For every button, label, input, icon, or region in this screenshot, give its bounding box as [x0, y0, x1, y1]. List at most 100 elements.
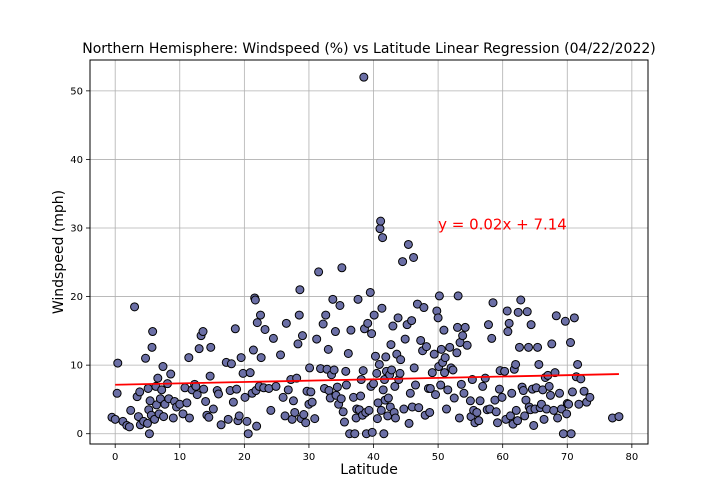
data-point [518, 386, 528, 396]
y-axis-ticks: 0 10 20 30 40 50 [70, 86, 90, 440]
data-point [343, 348, 353, 358]
data-point [336, 394, 346, 404]
data-point [335, 300, 345, 310]
data-point [462, 340, 472, 350]
y-tick-label: 10 [70, 361, 83, 372]
data-point [166, 369, 176, 379]
data-point [126, 405, 136, 415]
data-point [184, 353, 194, 363]
data-point [130, 302, 140, 312]
data-point [547, 339, 557, 349]
data-point [494, 384, 504, 394]
data-point [353, 294, 363, 304]
data-point [390, 381, 400, 391]
data-point [184, 413, 194, 423]
x-tick-label: 50 [432, 452, 445, 463]
data-point [497, 392, 507, 402]
data-point [324, 386, 334, 396]
data-point [372, 414, 382, 424]
data-point [341, 380, 351, 390]
y-tick-label: 20 [70, 292, 83, 303]
data-point [236, 353, 246, 363]
data-point [526, 320, 536, 330]
data-point [425, 407, 435, 417]
x-axis-title: Latitude [340, 462, 398, 478]
data-point [182, 398, 192, 408]
data-point [421, 342, 431, 352]
data-point [398, 257, 408, 267]
data-point [208, 404, 218, 414]
data-point [234, 411, 244, 421]
data-point [194, 344, 204, 354]
data-point [232, 384, 242, 394]
data-point [337, 263, 347, 273]
data-point [396, 355, 406, 365]
data-point [513, 307, 523, 317]
data-point [411, 380, 420, 390]
data-point [454, 413, 464, 423]
data-point [574, 399, 584, 409]
data-point [493, 418, 503, 428]
data-point [379, 429, 389, 439]
data-point [168, 413, 178, 423]
data-point [388, 321, 398, 331]
data-point [266, 405, 276, 415]
data-point [433, 313, 443, 323]
data-point [228, 397, 238, 407]
data-point [414, 403, 424, 413]
data-point [404, 418, 414, 428]
data-point [520, 411, 530, 421]
data-point [346, 325, 356, 335]
data-point [405, 388, 415, 398]
data-point [278, 392, 288, 402]
data-point [112, 388, 122, 398]
data-point [365, 287, 375, 297]
data-point [350, 429, 360, 439]
data-point [503, 327, 513, 337]
data-point [534, 359, 544, 369]
data-point [199, 384, 209, 394]
data-point [458, 331, 468, 341]
data-point [427, 368, 437, 378]
data-point [549, 405, 559, 415]
data-point [256, 353, 266, 363]
data-point [158, 362, 168, 372]
data-point [500, 366, 510, 376]
data-point [297, 331, 307, 341]
data-point [475, 396, 485, 406]
data-point [445, 342, 455, 352]
data-point [483, 320, 493, 330]
x-tick-label: 80 [625, 452, 638, 463]
data-point [516, 295, 526, 305]
data-point [283, 385, 293, 395]
data-point [145, 396, 155, 406]
data-point [522, 307, 532, 317]
data-point [260, 324, 270, 334]
data-point [545, 390, 555, 400]
y-tick-label: 40 [70, 155, 83, 166]
data-point [307, 397, 317, 407]
data-point [288, 396, 298, 406]
data-point [214, 389, 224, 399]
data-point [465, 396, 475, 406]
data-point [306, 387, 316, 397]
data-point [318, 319, 328, 329]
data-point [299, 410, 309, 420]
regression-line [115, 373, 619, 386]
data-point [491, 407, 501, 417]
data-point [240, 392, 250, 402]
regression-line-group [115, 373, 619, 386]
data-point [314, 267, 324, 277]
data-point [542, 404, 552, 414]
data-point [436, 380, 446, 390]
data-point [511, 359, 521, 369]
data-point [390, 413, 400, 423]
data-point [293, 339, 303, 349]
data-point [573, 359, 583, 369]
data-point [472, 407, 482, 417]
data-point [449, 393, 459, 403]
y-tick-label: 50 [70, 86, 83, 97]
data-point [566, 429, 576, 439]
data-point [440, 353, 450, 363]
